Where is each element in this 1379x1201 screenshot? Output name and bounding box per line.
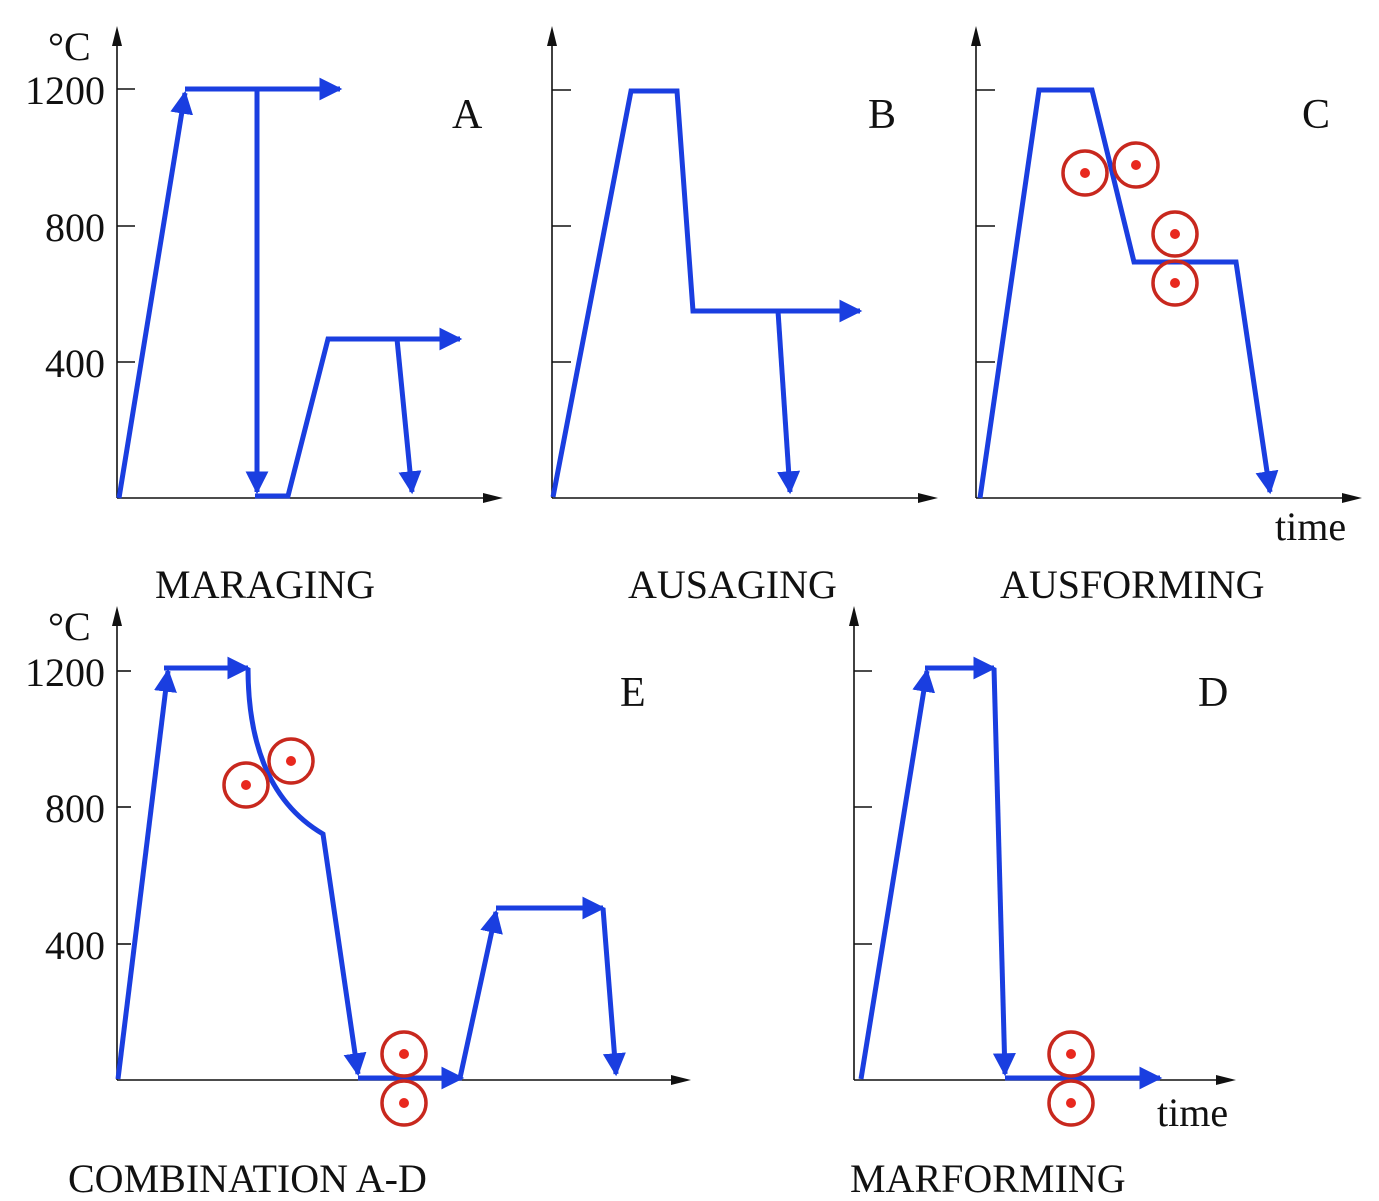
y-unit-label: °C [48, 24, 91, 69]
x-axis-arrow-icon [918, 493, 938, 503]
y-tick-1200: 1200 [25, 68, 105, 113]
y-tick-800: 800 [45, 205, 105, 250]
y-axis-arrow-icon [112, 26, 122, 46]
panel-letter-d: D [1198, 670, 1228, 716]
y-tick-1200: 1200 [25, 650, 105, 695]
y-axis-arrow-icon [971, 26, 981, 46]
panel-a: °C 1200 800 400 A MARAGING [25, 24, 503, 607]
deformation-roll-icon [1112, 141, 1160, 189]
deformation-roll-icon [222, 761, 270, 809]
caption-combination: COMBINATION A-D [68, 1156, 427, 1201]
panel-c: C time AUSFORMING [971, 26, 1362, 607]
panel-e: °C 1200 800 400 E COMBINATION A-D [25, 604, 691, 1201]
panel-letter-e: E [620, 670, 646, 716]
deformation-roll-icon [1151, 210, 1199, 258]
y-axis-arrow-icon [547, 26, 557, 46]
y-tick-400: 400 [45, 341, 105, 386]
deformation-roll-icon [1061, 149, 1109, 197]
panel-letter-c: C [1302, 92, 1330, 138]
deformation-roll-icon [380, 1030, 428, 1078]
y-axis-arrow-icon [849, 606, 859, 626]
x-axis-arrow-icon [1342, 493, 1362, 503]
panel-d: D time MARFORMING [849, 606, 1236, 1201]
caption-maraging: MARAGING [155, 562, 375, 607]
deformation-roll-icon [380, 1079, 428, 1127]
caption-ausaging: AUSAGING [628, 562, 837, 607]
y-unit-label: °C [48, 604, 91, 649]
x-axis-arrow-icon [483, 493, 503, 503]
panel-b: B AUSAGING [547, 26, 938, 607]
panel-letter-a: A [452, 92, 483, 138]
x-axis-label-time: time [1157, 1090, 1228, 1135]
x-axis-label-time: time [1275, 504, 1346, 549]
deformation-roll-icon [1047, 1079, 1095, 1127]
y-tick-400: 400 [45, 923, 105, 968]
caption-marforming: MARFORMING [850, 1156, 1126, 1201]
deformation-roll-icon [1151, 259, 1199, 307]
x-axis-arrow-icon [1216, 1075, 1236, 1085]
y-axis-arrow-icon [112, 606, 122, 626]
deformation-roll-icon [1047, 1030, 1095, 1078]
deformation-roll-icon [267, 737, 315, 785]
y-tick-800: 800 [45, 786, 105, 831]
x-axis-arrow-icon [671, 1075, 691, 1085]
panel-letter-b: B [868, 92, 896, 138]
caption-ausforming: AUSFORMING [1000, 562, 1265, 607]
